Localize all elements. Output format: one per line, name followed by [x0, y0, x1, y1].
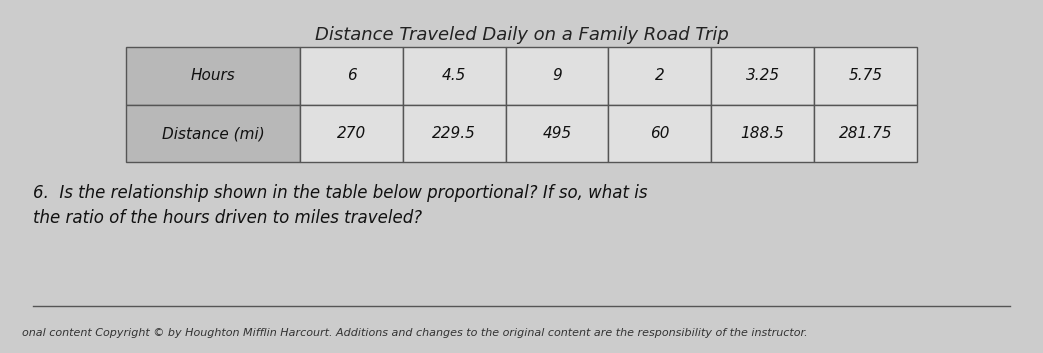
Text: 6.  Is the relationship shown in the table below proportional? If so, what is
th: 6. Is the relationship shown in the tabl…	[32, 184, 647, 227]
FancyBboxPatch shape	[403, 105, 506, 162]
Text: onal content Copyright © by Houghton Mifflin Harcourt. Additions and changes to : onal content Copyright © by Houghton Mif…	[22, 328, 808, 337]
Text: 60: 60	[650, 126, 670, 141]
FancyBboxPatch shape	[403, 47, 506, 105]
FancyBboxPatch shape	[300, 105, 403, 162]
Text: Distance (mi): Distance (mi)	[162, 126, 265, 141]
Text: 229.5: 229.5	[433, 126, 477, 141]
Text: 270: 270	[337, 126, 366, 141]
FancyBboxPatch shape	[506, 105, 608, 162]
Text: 495: 495	[542, 126, 572, 141]
Text: 6: 6	[346, 68, 357, 83]
Text: 3.25: 3.25	[746, 68, 780, 83]
FancyBboxPatch shape	[300, 47, 403, 105]
FancyBboxPatch shape	[506, 47, 608, 105]
FancyBboxPatch shape	[711, 47, 814, 105]
Text: Distance Traveled Daily on a Family Road Trip: Distance Traveled Daily on a Family Road…	[315, 26, 728, 44]
Text: Hours: Hours	[191, 68, 236, 83]
FancyBboxPatch shape	[814, 47, 917, 105]
Text: 188.5: 188.5	[741, 126, 784, 141]
FancyBboxPatch shape	[608, 47, 711, 105]
FancyBboxPatch shape	[711, 105, 814, 162]
FancyBboxPatch shape	[608, 105, 711, 162]
Text: 5.75: 5.75	[848, 68, 882, 83]
Text: 4.5: 4.5	[442, 68, 466, 83]
FancyBboxPatch shape	[126, 47, 300, 105]
Text: 2: 2	[655, 68, 664, 83]
FancyBboxPatch shape	[126, 105, 300, 162]
Text: 281.75: 281.75	[839, 126, 892, 141]
Text: 9: 9	[552, 68, 562, 83]
FancyBboxPatch shape	[814, 105, 917, 162]
